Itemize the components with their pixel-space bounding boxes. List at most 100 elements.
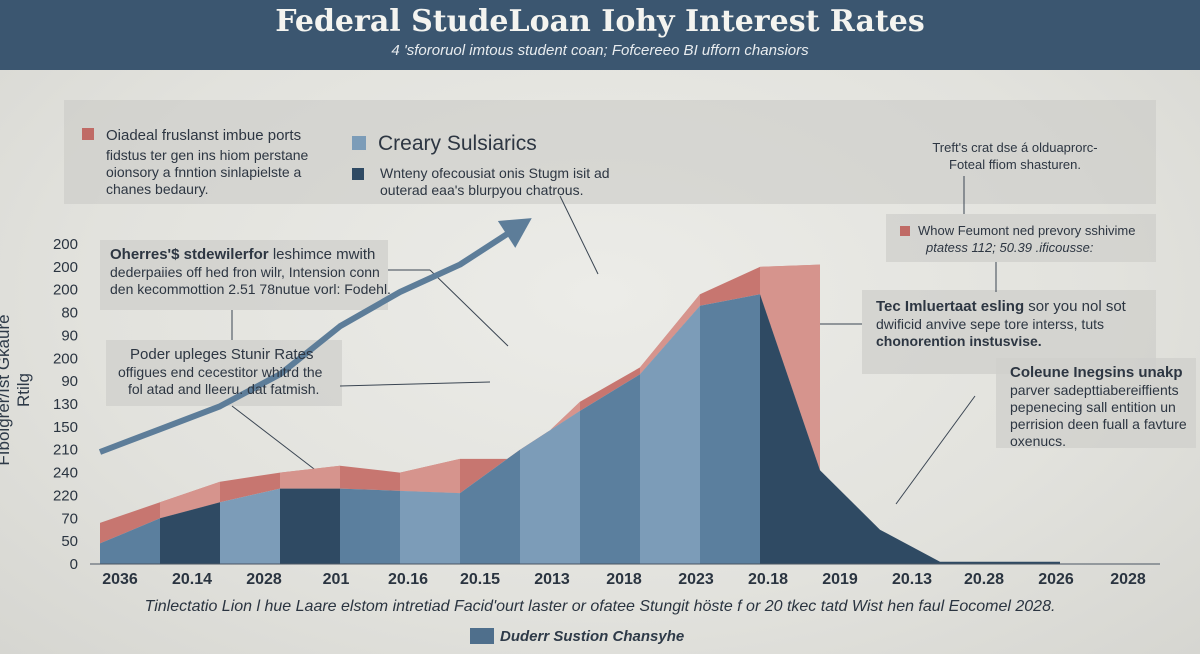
- trend-arrowhead: [497, 218, 532, 248]
- front-area-segment: [280, 488, 340, 564]
- y-tick-label: 90: [61, 327, 78, 344]
- y-tick-label: 220: [53, 487, 78, 504]
- left-mid-annotation-title: Oherres'$ stdewilerfor leshimce mwith: [110, 246, 375, 263]
- top-left-annotation-line-2: oionsory a fnntion sinlapielste a: [106, 164, 302, 180]
- front-area-segment: [580, 374, 640, 564]
- right-lower-annotation-line-2: pepenecing sall entition un: [1010, 399, 1176, 415]
- steel-legend-marker: [352, 136, 366, 150]
- front-area-segment: [520, 410, 580, 564]
- front-area-segment: [460, 449, 520, 564]
- y-tick-label: 50: [61, 533, 78, 550]
- right-lower-annotation-title: Coleune Inegsins unakp: [1010, 364, 1183, 381]
- y-tick-label: 70: [61, 510, 78, 527]
- left-mid-annotation-title-tail: leshimce mwith: [272, 246, 376, 263]
- left-mid-annotation-line-2: den kecommottion 2.51 78nutue vorl: Fode…: [110, 281, 391, 297]
- front-area-segment: [640, 305, 700, 564]
- y-tick-label: 200: [53, 350, 78, 367]
- y-tick-label: 200: [53, 282, 78, 299]
- front-area-segment: [940, 561, 1000, 564]
- top-mid-annotation-line-2: outerad eaa's blurpyou chatrous.: [380, 182, 584, 198]
- x-tick-label: 2013: [534, 571, 570, 588]
- x-tick-label: 20.15: [460, 571, 500, 588]
- chart-title: Federal StudeLoan Iohy Interest Rates: [275, 4, 925, 39]
- y-tick-label: 0: [70, 556, 78, 573]
- x-tick-label: 20.18: [748, 571, 788, 588]
- annotation-box-right-mid: [886, 214, 1156, 262]
- y-tick-label: 150: [53, 419, 78, 436]
- legend-swatch: [470, 628, 494, 644]
- front-area-segment: [820, 470, 880, 564]
- right-mid-annotation-line-1: Whow Feumont ned prevory sshivime: [918, 223, 1136, 238]
- x-tick-label: 2036: [102, 571, 138, 588]
- y-tick-label: 90: [61, 373, 78, 390]
- left-low-annotation-line-1: offigues end cecestitor whitrd the: [118, 364, 323, 380]
- annotation-box-left-mid: [100, 240, 388, 310]
- front-area-segment: [700, 294, 760, 564]
- annotation-box-left-low: [106, 340, 342, 406]
- x-tick-label: 20.14: [172, 571, 212, 588]
- x-tick-label: 20.28: [964, 571, 1004, 588]
- chart-caption: Tinlectatio Lion l hue Laare elstom intr…: [144, 598, 1056, 615]
- top-right-annotation-line-2: Foteal ffiom shasturen.: [949, 157, 1081, 172]
- y-tick-label: 200: [53, 236, 78, 253]
- top-left-annotation-title: Oiadeal fruslanst imbue ports: [106, 127, 302, 144]
- top-annotation-band: [64, 100, 1156, 204]
- front-area-segment: [220, 488, 280, 564]
- left-mid-annotation-line-1: dederpaiies off hed fron wilr, Intension…: [110, 264, 380, 280]
- x-tick-label: 2018: [606, 571, 642, 588]
- y-tick-label: 130: [53, 396, 78, 413]
- x-tick-label: 2026: [1038, 571, 1074, 588]
- salmon-highlight-segment: [760, 264, 820, 471]
- top-left-annotation-line-3: chanes bedaury.: [106, 181, 209, 197]
- header-bar: [0, 0, 1200, 70]
- y-tick-label: 200: [53, 259, 78, 276]
- top-left-annotation-line-1: fidstus ter gen ins hiom perstane: [106, 147, 309, 163]
- front-area-segment: [760, 294, 820, 564]
- salmon-highlight-segment: [640, 294, 700, 375]
- y-tick-label: 210: [53, 442, 78, 459]
- front-area-segment: [340, 488, 400, 564]
- y-tick-label: 240: [53, 465, 78, 482]
- right-upper-annotation-line-1: dwificid anvive sepe tore interss, tuts: [876, 316, 1104, 332]
- chart-subtitle: 4 'sfororuol imtous student coan; Fofcer…: [391, 42, 809, 59]
- salmon-marker-right: [900, 226, 910, 236]
- left-mid-annotation-title-bold: Oherres'$ stdewilerfor: [110, 246, 269, 263]
- x-tick-label: 20.16: [388, 571, 428, 588]
- salmon-legend-marker: [82, 128, 94, 140]
- left-low-annotation-title: Poder upleges Stunir Rates: [130, 346, 314, 363]
- front-area-segment: [100, 518, 160, 564]
- x-tick-label: 2019: [822, 571, 858, 588]
- navy-legend-marker: [352, 168, 364, 180]
- x-tick-label: 201: [323, 571, 350, 588]
- right-mid-annotation-line-2: ptatess 112; 50.39 .ificousse:: [926, 240, 1094, 255]
- annotation-leader-lines: [231, 176, 997, 505]
- right-lower-annotation-line-3: perrision deen fuall a favture: [1010, 416, 1187, 432]
- x-tick-label: 20.13: [892, 571, 932, 588]
- right-upper-annotation-line-2: chonorention instusvise.: [876, 333, 1042, 349]
- salmon-highlight-segment: [160, 481, 220, 519]
- y-tick-label: 80: [61, 305, 78, 322]
- x-tick-label: 2023: [678, 571, 714, 588]
- front-area-segment: [400, 490, 460, 564]
- right-upper-annotation-title-bold: Tec Imluertaat esling: [876, 298, 1025, 315]
- right-upper-annotation-title: Tec Imluertaat esling sor you nol sot: [876, 298, 1126, 315]
- salmon-highlight-segment: [400, 458, 460, 494]
- annotation-box-right-lower: [996, 358, 1196, 448]
- front-area-segment: [880, 529, 940, 564]
- left-low-annotation-line-2: fol atad and lleeru. dat fatmish.: [128, 381, 320, 397]
- right-lower-annotation-line-4: oxenucs.: [1010, 433, 1067, 449]
- top-mid-annotation-title: Creary Sulsiarics: [378, 132, 537, 155]
- top-right-annotation-line-1: Treft's crat dse á olduaprorc-: [932, 140, 1098, 155]
- y-axis-label: FIbolgrer/Ist Gkaure Rtilg: [0, 314, 33, 466]
- rising-trend-line: [98, 223, 522, 455]
- salmon-highlight-segment: [280, 465, 340, 489]
- top-mid-annotation-line-1: Wnteny ofecousiat onis Stugm isit ad: [380, 165, 610, 181]
- x-tick-label: 2028: [1110, 571, 1146, 588]
- legend-label: Duderr Sustion Chansyhe: [500, 628, 685, 645]
- right-lower-annotation-line-1: parver sadepttiabereiffients: [1010, 382, 1179, 398]
- x-tick-label: 2028: [246, 571, 282, 588]
- right-upper-annotation-title-tail: sor you nol sot: [1028, 298, 1126, 315]
- front-area-segment: [160, 502, 220, 564]
- front-area-segment: [1000, 561, 1060, 564]
